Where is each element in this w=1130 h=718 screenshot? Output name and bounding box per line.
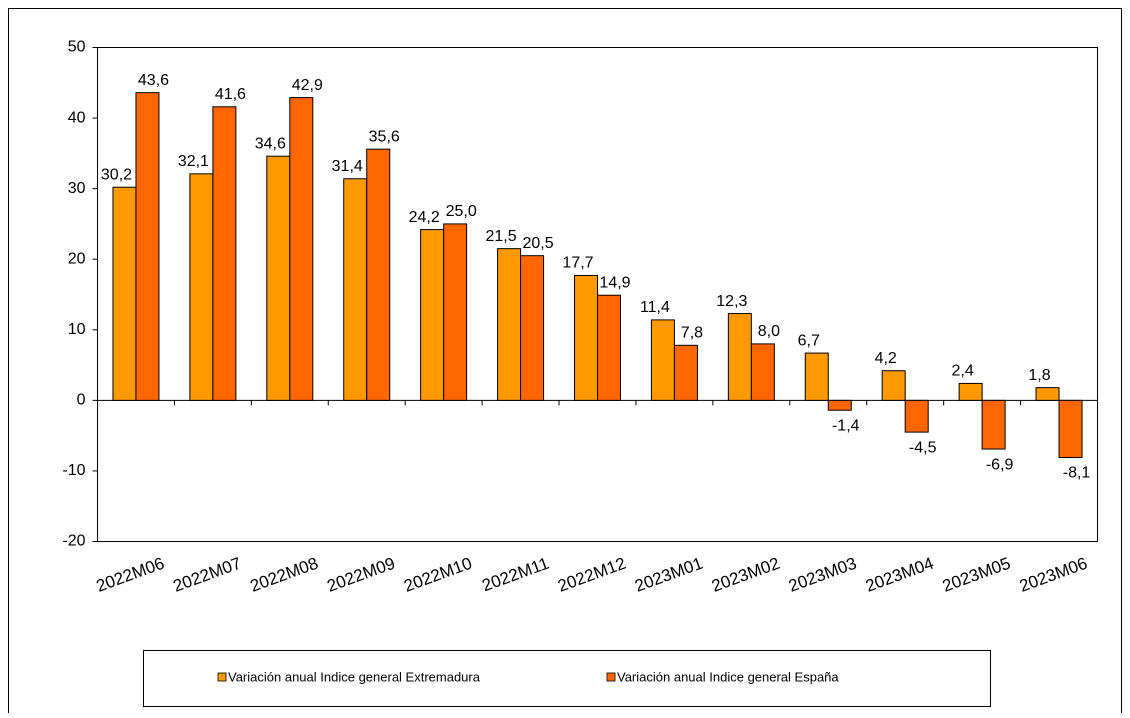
value-label: 7,8 [681,325,703,342]
value-label: 12,3 [716,293,747,310]
value-label: 41,6 [215,86,246,103]
x-tick-label: 2022M06 [94,554,167,596]
plot-area [97,47,1098,542]
bar [420,229,445,401]
bar [650,319,675,401]
y-tick-label: -10 [62,462,85,479]
bar [804,352,829,401]
value-label: 24,2 [409,209,440,226]
chart-border [8,8,1122,718]
value-label: 1,8 [1028,367,1050,384]
bar [958,382,983,401]
x-tick-label: 2023M06 [1017,554,1090,596]
x-tick-label: 2023M05 [940,554,1013,596]
value-label: 32,1 [178,153,209,170]
bar [520,255,545,401]
value-label: 4,2 [875,350,897,367]
x-tick-label: 2022M10 [401,554,474,596]
bar [366,148,391,401]
bar [497,248,522,401]
value-label: 42,9 [292,77,323,94]
legend-swatch [217,672,227,682]
x-tick-label: 2022M07 [171,554,244,596]
x-tick-label: 2022M12 [555,554,628,596]
y-tick-label: 40 [68,109,86,126]
bar [673,344,698,401]
legend-swatch [606,672,616,682]
value-label: 34,6 [255,135,286,152]
bar [904,399,929,433]
legend-label: Variación anual Indice general Extremadu… [228,669,481,684]
bar [266,155,291,401]
bar [1058,399,1083,459]
value-label: 8,0 [758,323,780,340]
x-tick-label: 2023M02 [709,554,782,596]
x-tick-label: 2022M08 [248,554,321,596]
value-label: 6,7 [798,332,820,349]
bar [574,274,598,401]
x-tick-label: 2023M04 [863,554,936,596]
legend-box [143,650,991,707]
bar [1035,387,1060,401]
value-label: 25,0 [446,203,477,220]
bar [597,294,621,401]
y-tick-label: 10 [68,321,86,338]
bar [189,173,214,401]
bar [750,343,775,401]
y-tick-label: -20 [62,533,85,550]
value-label: -8,1 [1063,465,1091,482]
value-label: 21,5 [486,228,517,245]
legend-label: Variación anual Indice general España [617,669,839,684]
bar [212,106,237,401]
y-tick-label: 30 [68,180,86,197]
bar [443,223,468,401]
value-label: 2,4 [951,363,973,380]
value-label: 17,7 [562,255,593,272]
bar [827,399,852,411]
bar [727,313,752,401]
value-label: 20,5 [523,235,554,252]
y-tick-label: 50 [68,39,86,56]
y-tick-label: 20 [68,250,86,267]
bar [112,186,137,401]
y-tick-label: 0 [77,392,86,409]
value-label: -4,5 [909,439,937,456]
bar [881,370,906,401]
value-label: 11,4 [640,299,670,316]
x-tick-label: 2023M01 [632,554,705,596]
legend: Variación anual Indice general Extremadu… [217,669,839,684]
x-tick-label: 2022M09 [325,554,398,596]
value-label: -1,4 [832,417,860,434]
x-tick-label: 2022M11 [480,554,552,596]
value-label: 35,6 [369,128,400,145]
bar [289,97,314,401]
x-tick-label: 2023M03 [786,554,859,596]
bar [343,178,368,401]
value-label: 43,6 [138,72,169,89]
bar [135,92,160,401]
value-label: 31,4 [332,158,363,175]
bar [981,399,1006,450]
value-label: 30,2 [101,166,132,183]
value-label: -6,9 [986,456,1014,473]
value-label: 14,9 [599,274,630,291]
